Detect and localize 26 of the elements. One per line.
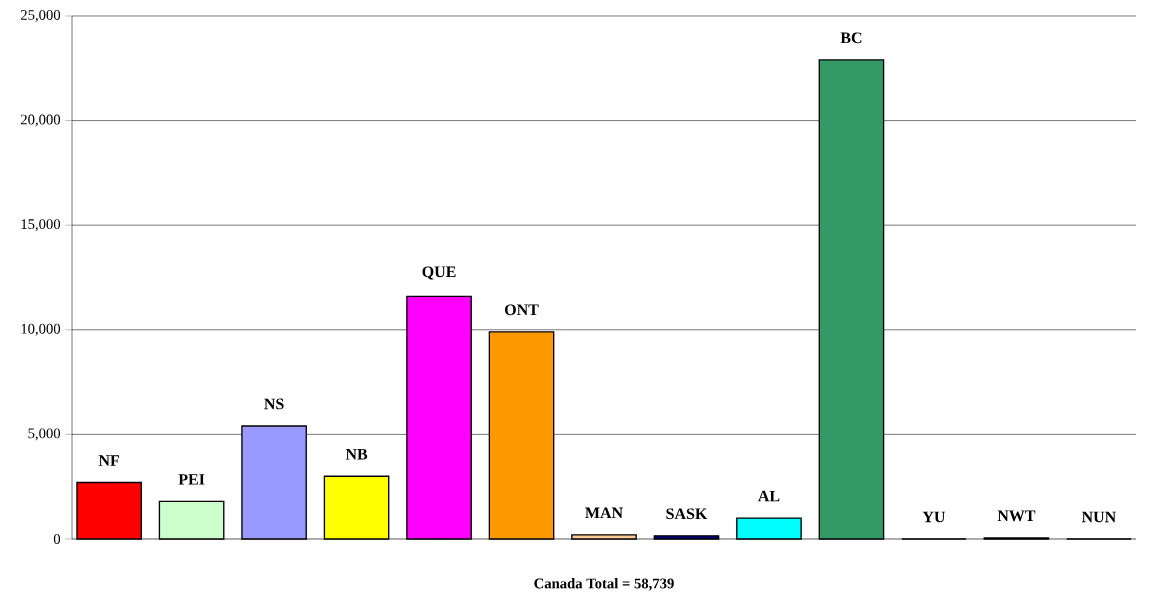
x-tick-label: NUN xyxy=(1081,511,1116,523)
x-tick-label: NWT xyxy=(997,510,1036,522)
bar xyxy=(571,534,637,540)
bar xyxy=(158,500,225,540)
x-tick-label: QUE xyxy=(422,266,456,280)
bar xyxy=(736,517,802,540)
y-tick-label: 20,000 xyxy=(20,114,61,127)
text: Canada Total = 58,739 xyxy=(534,578,674,591)
x-tick-label: AL xyxy=(758,490,780,502)
y-tick-label: 10,000 xyxy=(21,323,61,336)
x-tick-label: NS xyxy=(264,398,284,410)
x-tick-label: BC xyxy=(840,32,862,44)
y-tick-label: 0 xyxy=(53,534,61,544)
x-tick-label: NB xyxy=(345,448,368,460)
x-tick-label: PEI xyxy=(178,474,205,485)
x-tick-label: MAN xyxy=(585,507,623,519)
y-tick-label: 5,000 xyxy=(28,428,61,441)
x-tick-label: NF xyxy=(98,455,120,466)
x-tick-label: ONT xyxy=(504,304,539,316)
bar xyxy=(323,475,390,540)
bar xyxy=(653,535,720,540)
y-tick-label: 15,000 xyxy=(21,219,61,232)
bar xyxy=(76,481,142,540)
x-tick-label: YU xyxy=(922,511,946,523)
x-tick-label: SASK xyxy=(666,508,708,520)
y-tick-label: 25,000 xyxy=(20,9,61,22)
